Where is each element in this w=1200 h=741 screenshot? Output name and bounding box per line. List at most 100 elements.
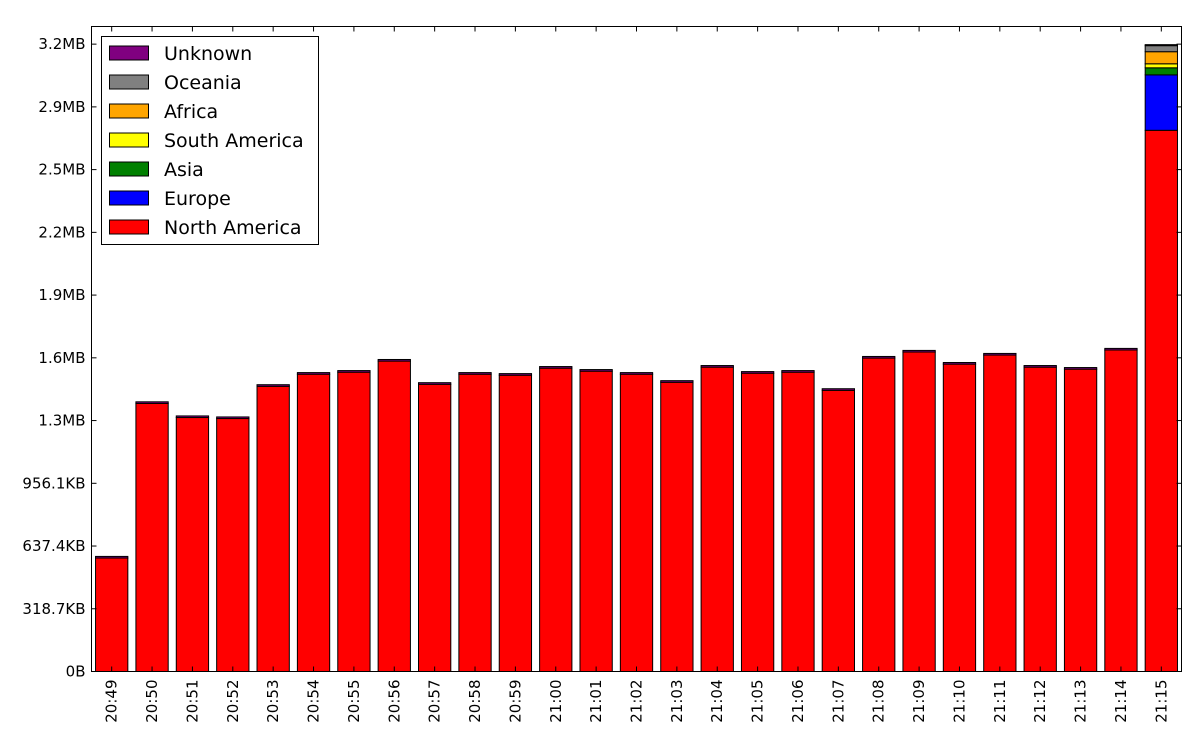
- legend-swatch: [109, 161, 149, 177]
- x-tick-label: 20:54: [305, 680, 323, 723]
- bar-unknown: [377, 358, 411, 362]
- x-tick-label: 20:57: [426, 680, 444, 723]
- y-tick-label: 318.7KB: [22, 600, 85, 618]
- bar-unknown: [579, 369, 613, 372]
- x-tick-label: 21:11: [991, 680, 1009, 723]
- bar-stack-2103: [660, 380, 694, 672]
- y-tick-label: 2.9MB: [38, 98, 85, 116]
- bar-unknown: [296, 372, 331, 375]
- legend-swatch: [109, 219, 149, 235]
- bar-north-america: [256, 385, 290, 672]
- x-tick-label: 21:12: [1031, 680, 1049, 723]
- bar-north-america: [135, 402, 169, 672]
- legend-item-south-america: South America: [109, 130, 304, 152]
- y-tick-label: 1.9MB: [38, 286, 85, 304]
- y-axis: 0B 318.7KB 637.4KB 956.1KB 1.3MB 1.6MB 1.9MB 2.…: [22, 35, 1182, 681]
- bar-stack-2110: [942, 362, 977, 672]
- bar-stack-2054: [296, 372, 331, 672]
- x-tick-label: 21:03: [668, 680, 686, 723]
- bar-north-america: [862, 357, 896, 672]
- bar-north-america: [539, 367, 573, 672]
- x-tick-label: 21:01: [587, 680, 605, 723]
- bar-north-america: [1023, 366, 1057, 672]
- legend-label: North America: [164, 217, 302, 239]
- bar-stack-2101: [579, 369, 613, 672]
- bar-unknown: [498, 373, 533, 376]
- legend-label: Africa: [164, 101, 218, 123]
- x-tick-label: 20:51: [183, 680, 201, 723]
- bar-stack-2115: [1144, 44, 1178, 673]
- bar-north-america: [377, 360, 411, 672]
- legend-item-north-america: North America: [109, 217, 302, 239]
- bar-asia: [1144, 67, 1178, 76]
- legend-swatch: [109, 74, 149, 90]
- legend-label: Asia: [164, 159, 204, 181]
- y-tick-label: 637.4KB: [22, 537, 85, 555]
- x-tick-label: 21:14: [1112, 680, 1130, 723]
- bar-north-america: [660, 381, 694, 672]
- x-axis: 20:49 20:50 20:51 20:52 20:53 20:54 20:55 20:56…: [103, 26, 1170, 723]
- x-tick-label: 21:05: [749, 680, 767, 723]
- bar-unknown: [1023, 365, 1057, 368]
- bar-north-america: [740, 372, 775, 672]
- bar-unknown: [740, 371, 775, 374]
- bar-north-america: [296, 373, 331, 672]
- y-tick-label: 2.5MB: [38, 161, 85, 179]
- bar-stack-2102: [619, 372, 654, 672]
- bar-stack-2108: [862, 355, 896, 672]
- x-tick-label: 21:09: [910, 680, 928, 723]
- bar-unknown: [418, 382, 452, 385]
- bar-unknown: [95, 555, 129, 559]
- bar-unknown: [700, 365, 734, 368]
- legend-item-europe: Europe: [109, 188, 231, 210]
- bar-north-america: [1063, 368, 1098, 672]
- bar-stack-2100: [539, 366, 573, 672]
- bar-stack-2114: [1104, 347, 1138, 672]
- y-tick-label: 956.1KB: [22, 474, 85, 492]
- bar-unknown: [983, 352, 1017, 356]
- bar-stacks: [95, 44, 1178, 673]
- legend-label: Unknown: [164, 43, 252, 65]
- y-tick-label: 0B: [66, 663, 86, 681]
- bar-stack-2113: [1063, 367, 1098, 672]
- bar-unknown: [821, 388, 856, 391]
- bar-unknown: [942, 362, 977, 365]
- bar-unknown: [1144, 44, 1178, 47]
- bar-north-america: [175, 417, 210, 672]
- y-tick-label: 2.2MB: [38, 223, 85, 241]
- bar-north-america: [619, 373, 654, 672]
- y-tick-label: 3.2MB: [38, 35, 85, 53]
- bar-north-america: [983, 354, 1017, 672]
- bar-unknown: [902, 349, 936, 353]
- bar-stack-2049: [95, 555, 129, 673]
- bar-north-america: [781, 371, 815, 672]
- bar-stack-2105: [740, 371, 775, 672]
- bar-unknown: [781, 370, 815, 373]
- bar-stack-2056: [377, 358, 411, 672]
- bar-north-america: [458, 373, 492, 672]
- x-tick-label: 20:53: [264, 680, 282, 723]
- legend-swatch: [109, 190, 149, 206]
- bar-unknown: [1063, 367, 1098, 370]
- bar-stack-2058: [458, 372, 492, 672]
- bar-unknown: [619, 372, 654, 375]
- bar-north-america: [700, 366, 734, 672]
- bar-unknown: [337, 370, 371, 373]
- bar-north-america: [1104, 349, 1138, 672]
- y-tick-label: 1.3MB: [38, 412, 85, 430]
- x-tick-label: 21:02: [628, 680, 646, 723]
- x-tick-label: 20:58: [466, 680, 484, 723]
- bar-stack-2111: [983, 352, 1017, 672]
- x-tick-label: 20:50: [143, 680, 161, 723]
- bar-stack-2057: [418, 382, 452, 672]
- legend-label: Oceania: [164, 72, 242, 94]
- x-tick-label: 21:00: [547, 680, 565, 723]
- bar-stack-2107: [821, 388, 856, 672]
- legend-swatch: [109, 132, 149, 148]
- bar-stack-2059: [498, 373, 533, 672]
- x-tick-label: 21:04: [708, 680, 726, 723]
- bar-stack-2109: [902, 349, 936, 672]
- bar-africa: [1144, 51, 1178, 65]
- bar-north-america: [337, 371, 371, 672]
- bar-north-america: [216, 418, 250, 673]
